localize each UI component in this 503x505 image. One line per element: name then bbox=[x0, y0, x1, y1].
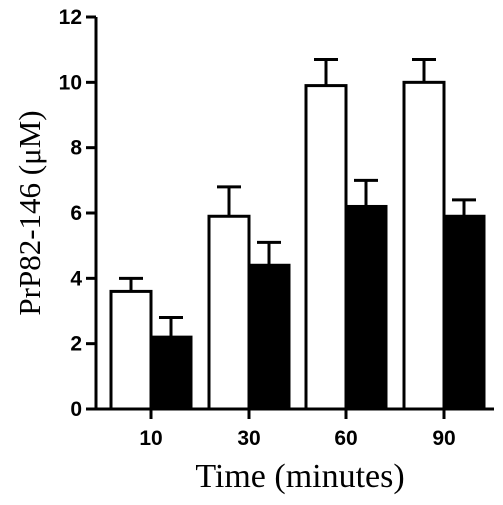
x-tick-label-30: 30 bbox=[237, 427, 260, 450]
x-tick-label-10: 10 bbox=[139, 427, 162, 450]
y-tick-label-10: 10 bbox=[59, 71, 82, 94]
bar-series2-90 bbox=[442, 214, 486, 411]
bar-series1-10 bbox=[109, 289, 153, 411]
bar-series1-60 bbox=[304, 84, 348, 411]
y-tick-label-8: 8 bbox=[70, 137, 82, 160]
bar-series2-10 bbox=[149, 335, 193, 411]
y-tick-label-12: 12 bbox=[59, 6, 82, 29]
x-tick-label-60: 60 bbox=[334, 427, 357, 450]
y-axis-title: PrP82-146 (μM) bbox=[12, 110, 47, 315]
chart-marks bbox=[109, 57, 486, 411]
bar-series1-90 bbox=[402, 80, 446, 411]
y-tick-label-4: 4 bbox=[70, 267, 82, 290]
y-tick-label-6: 6 bbox=[70, 202, 82, 225]
x-tick-label-90: 90 bbox=[432, 427, 455, 450]
y-tick-label-2: 2 bbox=[70, 333, 82, 356]
chart-axes: 0 2 4 6 8 10 12 10 30 60 90 bbox=[59, 6, 494, 450]
y-tick-label-0: 0 bbox=[70, 398, 82, 421]
x-axis-title: Time (minutes) bbox=[195, 458, 404, 495]
bar-series2-60 bbox=[344, 204, 388, 411]
bar-series1-30 bbox=[207, 214, 251, 411]
bar-series2-30 bbox=[247, 263, 291, 411]
